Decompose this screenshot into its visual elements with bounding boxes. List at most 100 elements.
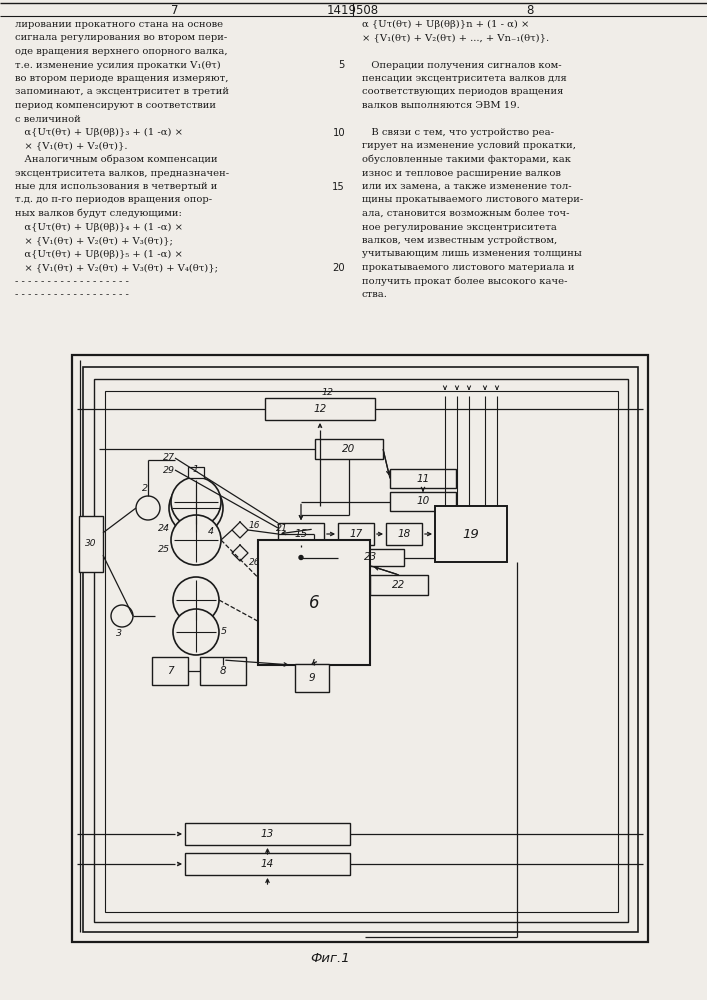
Text: 13: 13 [261,829,274,839]
Text: 29: 29 [163,466,175,475]
Text: 8: 8 [220,666,226,676]
Text: лировании прокатного стана на основе: лировании прокатного стана на основе [15,20,223,29]
Bar [386,523,422,545]
Text: 18: 18 [397,529,411,539]
Text: - - - - - - - - - - - - - - - - - -: - - - - - - - - - - - - - - - - - - [15,276,129,286]
Text: 5: 5 [339,60,345,70]
Text: 6: 6 [309,593,320,611]
Text: эксцентриситета валков, предназначен-: эксцентриситета валков, предназначен- [15,168,229,178]
Bar [390,469,456,488]
Text: 11: 11 [416,474,430,484]
Bar [295,664,329,692]
Text: щины прокатываемого листового матери-: щины прокатываемого листового матери- [362,196,583,205]
Circle shape [136,496,160,520]
Text: α{Uτ(θτ) + Uβ(θβ)}₄ + (1 -α) ×: α{Uτ(θτ) + Uβ(θβ)}₄ + (1 -α) × [15,223,183,232]
Bar [185,853,350,875]
Bar [338,549,404,566]
Text: 24: 24 [158,524,170,533]
Bar [83,367,638,932]
Text: 4: 4 [208,527,214,536]
Text: ное регулирование эксцентриситета: ное регулирование эксцентриситета [362,223,557,232]
Text: 5: 5 [221,628,227,637]
Text: ала, становится возможным более точ-: ала, становится возможным более точ- [362,209,570,218]
Text: - - - - - - - - - - - - - - - - - -: - - - - - - - - - - - - - - - - - - [15,290,129,299]
Text: т.е. изменение усилия прокатки V₁(θτ): т.е. изменение усилия прокатки V₁(θτ) [15,60,224,70]
Text: износ и тепловое расширение валков: износ и тепловое расширение валков [362,168,561,178]
Text: оде вращения верхнего опорного валка,: оде вращения верхнего опорного валка, [15,47,228,56]
Bar [265,398,375,420]
Bar [105,391,618,912]
Circle shape [111,605,133,627]
Text: 7: 7 [167,666,173,676]
Text: 10: 10 [416,496,430,506]
Bar [258,540,370,665]
Text: 21: 21 [276,524,288,533]
Text: 1419508: 1419508 [327,3,379,16]
Text: 20: 20 [332,263,345,273]
Text: 1: 1 [193,465,199,474]
Text: 10: 10 [332,128,345,138]
Text: прокатываемого листового материала и: прокатываемого листового материала и [362,263,575,272]
Bar [390,492,456,511]
Text: получить прокат более высокого каче-: получить прокат более высокого каче- [362,276,568,286]
Bar [315,439,383,459]
Text: 30: 30 [86,540,97,548]
Text: 19: 19 [462,528,479,540]
Text: ные для использования в четвертый и: ные для использования в четвертый и [15,182,217,191]
Text: 8: 8 [526,3,534,16]
Text: 3: 3 [116,629,122,638]
Circle shape [171,515,221,565]
Text: 25: 25 [158,545,170,554]
Text: Аналогичным образом компенсации: Аналогичным образом компенсации [15,155,218,164]
Text: α{Uτ(θτ) + Uβ(θβ)}₅ + (1 -α) ×: α{Uτ(θτ) + Uβ(θβ)}₅ + (1 -α) × [15,249,183,259]
Text: 16: 16 [249,520,260,530]
Text: или их замена, а также изменение тол-: или их замена, а также изменение тол- [362,182,572,191]
Text: 15: 15 [332,182,345,192]
Text: 15: 15 [294,529,308,539]
Text: Фиг.1: Фиг.1 [310,952,350,964]
Text: 20: 20 [342,444,356,454]
Text: пенсации эксцентриситета валков для: пенсации эксцентриситета валков для [362,74,567,83]
Text: Операции получения сигналов ком-: Операции получения сигналов ком- [362,60,561,70]
Text: ных валков будут следующими:: ных валков будут следующими: [15,209,182,219]
Bar [370,575,428,595]
Text: гирует на изменение условий прокатки,: гирует на изменение условий прокатки, [362,141,576,150]
Text: учитывающим лишь изменения толщины: учитывающим лишь изменения толщины [362,249,582,258]
Text: сигнала регулирования во втором пери-: сигнала регулирования во втором пери- [15,33,227,42]
Text: обусловленные такими факторами, как: обусловленные такими факторами, как [362,155,571,164]
Bar [278,523,324,545]
Text: × {V₁(θτ) + V₂(θτ) + V₃(θτ)};: × {V₁(θτ) + V₂(θτ) + V₃(θτ)}; [15,236,173,245]
Bar [200,657,246,685]
Text: с величиной: с величиной [15,114,81,123]
Text: 17: 17 [349,529,363,539]
Text: × {V₁(θτ) + V₂(θτ) + V₃(θτ) + V₄(θτ)};: × {V₁(θτ) + V₂(θτ) + V₃(θτ) + V₄(θτ)}; [15,263,218,272]
Circle shape [171,477,221,527]
Text: валков, чем известным устройством,: валков, чем известным устройством, [362,236,557,245]
Text: 23: 23 [364,552,378,562]
Circle shape [173,577,219,623]
Text: соответствующих периодов вращения: соответствующих периодов вращения [362,88,563,97]
Text: 27: 27 [163,453,175,462]
Circle shape [173,609,219,655]
Text: валков выполняются ЭВМ 19.: валков выполняются ЭВМ 19. [362,101,520,110]
Text: 2: 2 [142,484,148,493]
Text: α {Uτ(θτ) + Uβ(θβ)}n + (1 - α) ×: α {Uτ(θτ) + Uβ(θβ)}n + (1 - α) × [362,20,530,29]
Bar [94,379,628,922]
Text: 7: 7 [171,3,179,16]
Bar [152,657,188,685]
Text: 26: 26 [249,558,260,567]
Text: т.д. до п-го периодов вращения опор-: т.д. до п-го периодов вращения опор- [15,196,212,205]
Text: × {V₁(θτ) + V₂(θτ) + ...​, + Vn₋₁(θτ)}.: × {V₁(θτ) + V₂(θτ) + ...​, + Vn₋₁(θτ)}. [362,33,549,42]
Text: 14: 14 [261,859,274,869]
Text: 22: 22 [392,580,406,590]
Text: 12: 12 [322,388,334,397]
Text: × {V₁(θτ) + V₂(θτ)}.: × {V₁(θτ) + V₂(θτ)}. [15,141,127,150]
Text: α{Uτ(θτ) + Uβ(θβ)}₃ + (1 -α) ×: α{Uτ(θτ) + Uβ(θβ)}₃ + (1 -α) × [15,128,183,137]
Circle shape [299,556,303,560]
Text: период компенсируют в соответствии: период компенсируют в соответствии [15,101,216,110]
Bar [72,355,648,942]
Text: 12: 12 [313,404,327,414]
Circle shape [169,481,223,535]
Bar [185,823,350,845]
Bar [79,516,103,572]
